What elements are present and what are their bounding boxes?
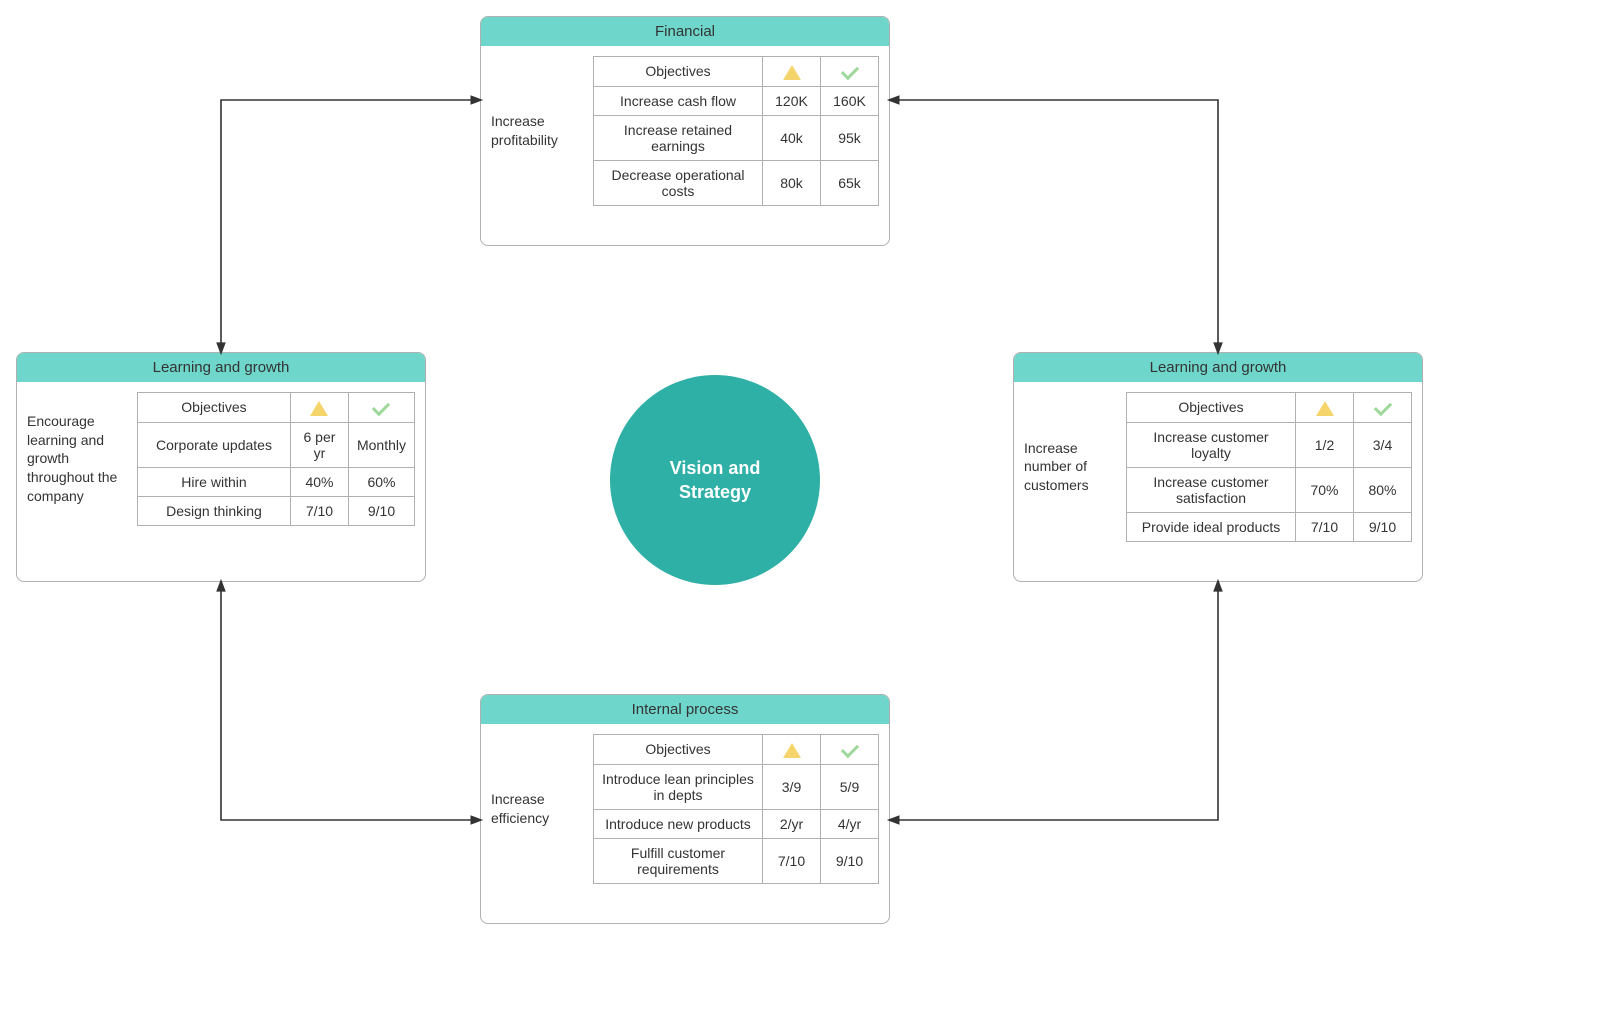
learning-left-side-label: Encourage learning and growth throughout… — [27, 412, 127, 506]
warn-cell: 6 per yr — [290, 422, 348, 467]
column-warning-icon — [763, 735, 821, 765]
objective-cell: Decrease operational costs — [594, 160, 763, 205]
warn-cell: 7/10 — [1296, 512, 1354, 541]
warn-cell: 7/10 — [763, 838, 821, 883]
warn-cell: 40k — [763, 115, 821, 160]
table-row: Increase customer loyalty1/23/4 — [1127, 422, 1412, 467]
check-icon — [840, 739, 858, 757]
learning-right-side-label: Increase number of customers — [1024, 439, 1116, 496]
internal-header: Internal process — [481, 695, 889, 724]
warn-cell: 80k — [763, 160, 821, 205]
check-cell: 4/yr — [821, 809, 879, 838]
column-check-icon — [1354, 393, 1412, 423]
check-cell: Monthly — [348, 422, 414, 467]
check-cell: 9/10 — [1354, 512, 1412, 541]
warning-icon — [1316, 401, 1334, 416]
table-row: Increase retained earnings40k95k — [594, 115, 879, 160]
card-financial: Financial Increase profitability Objective… — [480, 16, 890, 246]
objective-cell: Provide ideal products — [1127, 512, 1296, 541]
objective-cell: Hire within — [138, 467, 291, 496]
check-cell: 9/10 — [348, 496, 414, 525]
learning-right-body: Increase number of customersObjectivesIn… — [1014, 382, 1422, 552]
learning-left-body: Encourage learning and growth throughout… — [17, 382, 425, 536]
column-objectives: Objectives — [138, 393, 291, 423]
check-cell: 5/9 — [821, 764, 879, 809]
check-icon — [372, 397, 390, 415]
check-icon — [840, 61, 858, 79]
connector-right-to-internal — [890, 582, 1218, 820]
warning-icon — [310, 401, 328, 416]
objective-cell: Introduce lean principles in depts — [594, 764, 763, 809]
column-check-icon — [348, 393, 414, 423]
connector-left-to-financial — [221, 100, 480, 352]
learning-right-table: ObjectivesIncrease customer loyalty1/23/… — [1126, 392, 1412, 542]
objective-cell: Increase retained earnings — [594, 115, 763, 160]
vision-strategy-circle: Vision andStrategy — [610, 375, 820, 585]
check-cell: 9/10 — [821, 838, 879, 883]
table-row: Increase customer satisfaction70%80% — [1127, 467, 1412, 512]
financial-body: Increase profitabilityObjectivesIncrease… — [481, 46, 889, 216]
column-warning-icon — [290, 393, 348, 423]
warning-icon — [783, 743, 801, 758]
column-objectives: Objectives — [594, 735, 763, 765]
table-row: Provide ideal products7/109/10 — [1127, 512, 1412, 541]
check-cell: 3/4 — [1354, 422, 1412, 467]
column-objectives: Objectives — [594, 57, 763, 87]
internal-body: Increase efficiency ObjectivesIntroduce l… — [481, 724, 889, 894]
warn-cell: 3/9 — [763, 764, 821, 809]
diagram-canvas: Vision andStrategy Financial Increase pro… — [0, 0, 1602, 1034]
check-cell: 160K — [821, 86, 879, 115]
table-row: Fulfill customer requirements7/109/10 — [594, 838, 879, 883]
table-row: Increase cash flow120K160K — [594, 86, 879, 115]
table-row: Decrease operational costs80k65k — [594, 160, 879, 205]
check-icon — [1373, 397, 1391, 415]
vision-strategy-label: Vision andStrategy — [670, 456, 761, 505]
connector-right-to-financial — [890, 100, 1218, 352]
column-check-icon — [821, 735, 879, 765]
column-warning-icon — [1296, 393, 1354, 423]
table-row: Introduce lean principles in depts3/95/9 — [594, 764, 879, 809]
connector-left-to-internal — [221, 582, 480, 820]
check-cell: 60% — [348, 467, 414, 496]
warn-cell: 70% — [1296, 467, 1354, 512]
learning-left-header: Learning and growth — [17, 353, 425, 382]
card-learning-growth-left: Learning and growth Encourage learning an… — [16, 352, 426, 582]
column-objectives: Objectives — [1127, 393, 1296, 423]
card-learning-growth-right: Learning and growth Increase number of cu… — [1013, 352, 1423, 582]
table-row: Corporate updates6 per yrMonthly — [138, 422, 415, 467]
warn-cell: 1/2 — [1296, 422, 1354, 467]
warn-cell: 40% — [290, 467, 348, 496]
column-warning-icon — [763, 57, 821, 87]
check-cell: 80% — [1354, 467, 1412, 512]
table-row: Hire within40%60% — [138, 467, 415, 496]
warn-cell: 7/10 — [290, 496, 348, 525]
objective-cell: Increase cash flow — [594, 86, 763, 115]
check-cell: 95k — [821, 115, 879, 160]
financial-side-label: Increase profitability — [491, 112, 583, 150]
learning-right-header: Learning and growth — [1014, 353, 1422, 382]
warn-cell: 2/yr — [763, 809, 821, 838]
objective-cell: Increase customer loyalty — [1127, 422, 1296, 467]
warning-icon — [783, 65, 801, 80]
column-check-icon — [821, 57, 879, 87]
check-cell: 65k — [821, 160, 879, 205]
financial-header: Financial — [481, 17, 889, 46]
objective-cell: Design thinking — [138, 496, 291, 525]
objective-cell: Increase customer satisfaction — [1127, 467, 1296, 512]
card-internal-process: Internal process Increase efficiency Objec… — [480, 694, 890, 924]
financial-table: ObjectivesIncrease cash flow120K160KIncr… — [593, 56, 879, 206]
internal-side-label: Increase efficiency — [491, 790, 583, 828]
objective-cell: Introduce new products — [594, 809, 763, 838]
table-row: Design thinking7/109/10 — [138, 496, 415, 525]
table-row: Introduce new products2/yr4/yr — [594, 809, 879, 838]
objective-cell: Corporate updates — [138, 422, 291, 467]
objective-cell: Fulfill customer requirements — [594, 838, 763, 883]
warn-cell: 120K — [763, 86, 821, 115]
learning-left-table: ObjectivesCorporate updates6 per yrMonth… — [137, 392, 415, 526]
internal-table: ObjectivesIntroduce lean principles in d… — [593, 734, 879, 884]
